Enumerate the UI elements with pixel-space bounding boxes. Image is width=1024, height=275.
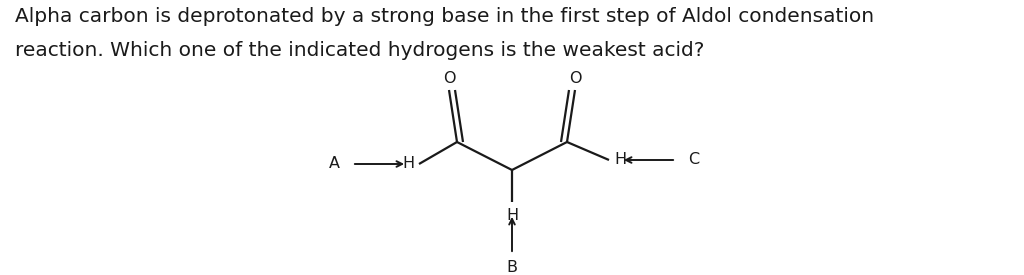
Text: C: C <box>688 153 699 167</box>
Text: O: O <box>568 71 582 86</box>
Text: reaction. Which one of the indicated hydrogens is the weakest acid?: reaction. Which one of the indicated hyd… <box>15 41 705 60</box>
Text: B: B <box>507 260 517 275</box>
Text: H: H <box>506 208 518 223</box>
Text: H: H <box>401 156 414 172</box>
Text: Alpha carbon is deprotonated by a strong base in the first step of Aldol condens: Alpha carbon is deprotonated by a strong… <box>15 7 874 26</box>
Text: H: H <box>614 153 626 167</box>
Text: O: O <box>442 71 456 86</box>
Text: A: A <box>329 156 340 172</box>
